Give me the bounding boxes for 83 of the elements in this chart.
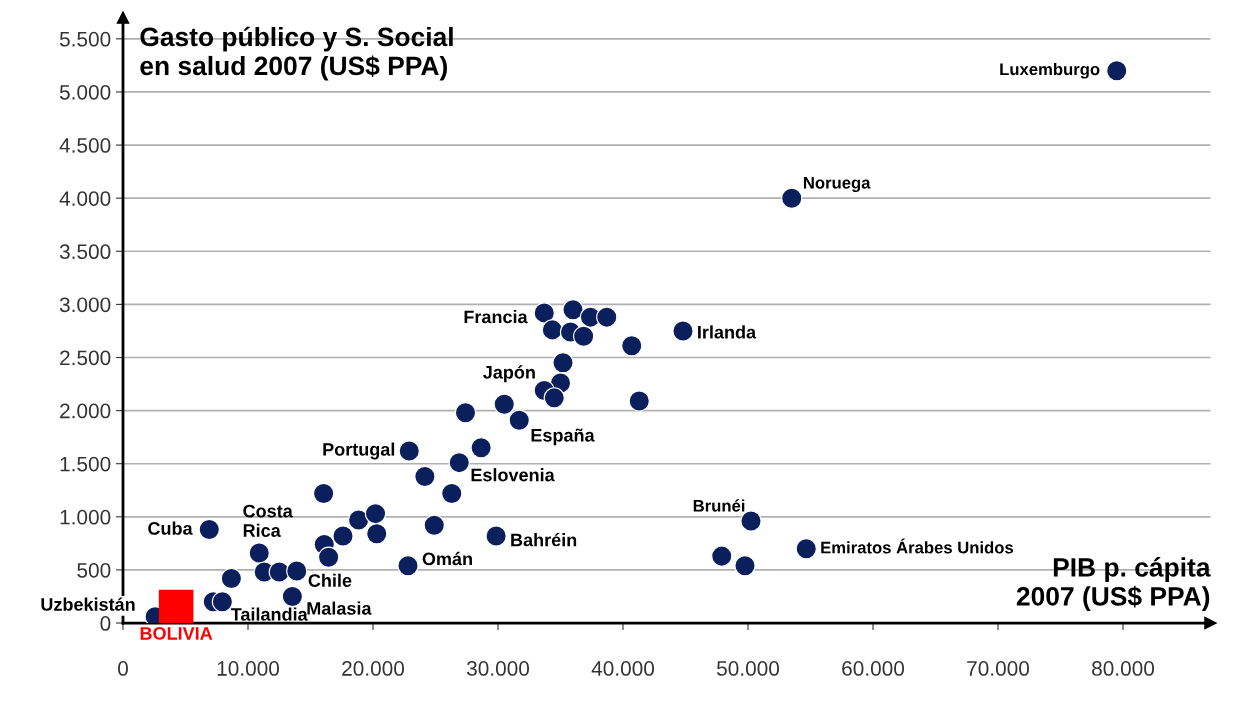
x-tick-label: 20.000: [342, 661, 405, 676]
annotation: Omán: [422, 551, 472, 566]
point: [552, 352, 574, 374]
point: [248, 542, 270, 564]
point: [543, 387, 565, 409]
point: [398, 440, 420, 462]
annotation: Noruega: [803, 177, 871, 193]
annotation: Bahréin: [511, 532, 577, 547]
y-tick-label: 3.500: [59, 244, 111, 260]
point: [628, 390, 650, 412]
x-axis-title: PIB p. cápita 2007 (US$ PPA): [1016, 557, 1211, 611]
y-tick-label: 1.500: [60, 456, 111, 472]
annotation: Tailandia: [230, 607, 308, 621]
y-tick-label: 5.500: [59, 31, 111, 47]
annotation: España: [531, 428, 595, 446]
point: [313, 482, 335, 505]
point: [448, 452, 470, 474]
x-tick-label: 10.000: [217, 661, 280, 676]
y-tick-label: 0: [100, 616, 111, 631]
point: [672, 320, 694, 342]
point: [348, 509, 370, 531]
point: [454, 402, 477, 424]
point: [562, 299, 584, 321]
point: [795, 538, 817, 560]
series-label: BOLIVIA: [140, 627, 213, 640]
point: [470, 437, 492, 459]
point: [596, 306, 618, 328]
point: [541, 319, 563, 341]
point: [318, 546, 340, 568]
point: [397, 555, 419, 577]
point: [423, 514, 445, 536]
point: [211, 591, 233, 613]
point: [220, 567, 242, 590]
x-tick-label: 60.000: [842, 661, 905, 676]
point: [533, 302, 555, 324]
y-tick-label: 500: [77, 562, 111, 578]
x-tick-label: 40.000: [591, 661, 655, 676]
point: [485, 525, 507, 547]
point: [1106, 60, 1128, 82]
point: [573, 325, 595, 347]
point: [281, 585, 303, 608]
x-tick-label: 30.000: [466, 661, 530, 676]
x-tick-label: 70.000: [967, 661, 1030, 676]
annotation: Brunéi: [693, 499, 745, 512]
annotation: Francia: [464, 310, 528, 324]
x-tick-label: 50.000: [716, 661, 780, 676]
point: [198, 518, 220, 541]
point: [734, 555, 756, 577]
annotation: Eslovenia: [471, 468, 555, 482]
x-tick-label: 0: [118, 661, 128, 676]
y-tick-label: 1.000: [60, 509, 111, 525]
y-tick-label: 3.000: [59, 297, 111, 313]
annotation: Costa Rica: [243, 504, 293, 537]
point: [493, 393, 515, 415]
annotation: Luxemburgo: [1000, 62, 1100, 79]
annotation: Cuba: [148, 521, 193, 535]
point: [441, 482, 463, 505]
point: [740, 510, 762, 532]
point: [364, 503, 387, 525]
point: [621, 335, 643, 357]
annotation: Uzbekistán: [41, 597, 135, 611]
annotation: Chile: [308, 573, 352, 587]
point: [286, 560, 308, 582]
annotation: Japón: [483, 365, 535, 383]
y-tick-label: 4.500: [59, 138, 111, 153]
point: [158, 589, 194, 624]
annotation: Emiratos Árabes Unidos: [821, 538, 1014, 554]
point: [366, 523, 388, 545]
point: [508, 409, 530, 431]
point: [414, 465, 436, 488]
y-axis-title: Gasto público y S. Social en salud 2007 (US$ PPA): [140, 26, 453, 81]
point: [711, 545, 733, 567]
annotation: Portugal: [323, 442, 395, 460]
point: [268, 561, 290, 583]
point: [781, 187, 803, 209]
y-tick-label: 4.000: [59, 191, 111, 206]
annotation: Irlanda: [698, 325, 757, 339]
point: [332, 525, 354, 547]
y-tick-label: 2.000: [60, 403, 111, 419]
x-tick-label: 80.000: [1092, 661, 1155, 676]
y-tick-label: 2.500: [60, 350, 111, 366]
annotation: Malasia: [307, 601, 372, 615]
y-tick-label: 5.000: [59, 84, 111, 100]
